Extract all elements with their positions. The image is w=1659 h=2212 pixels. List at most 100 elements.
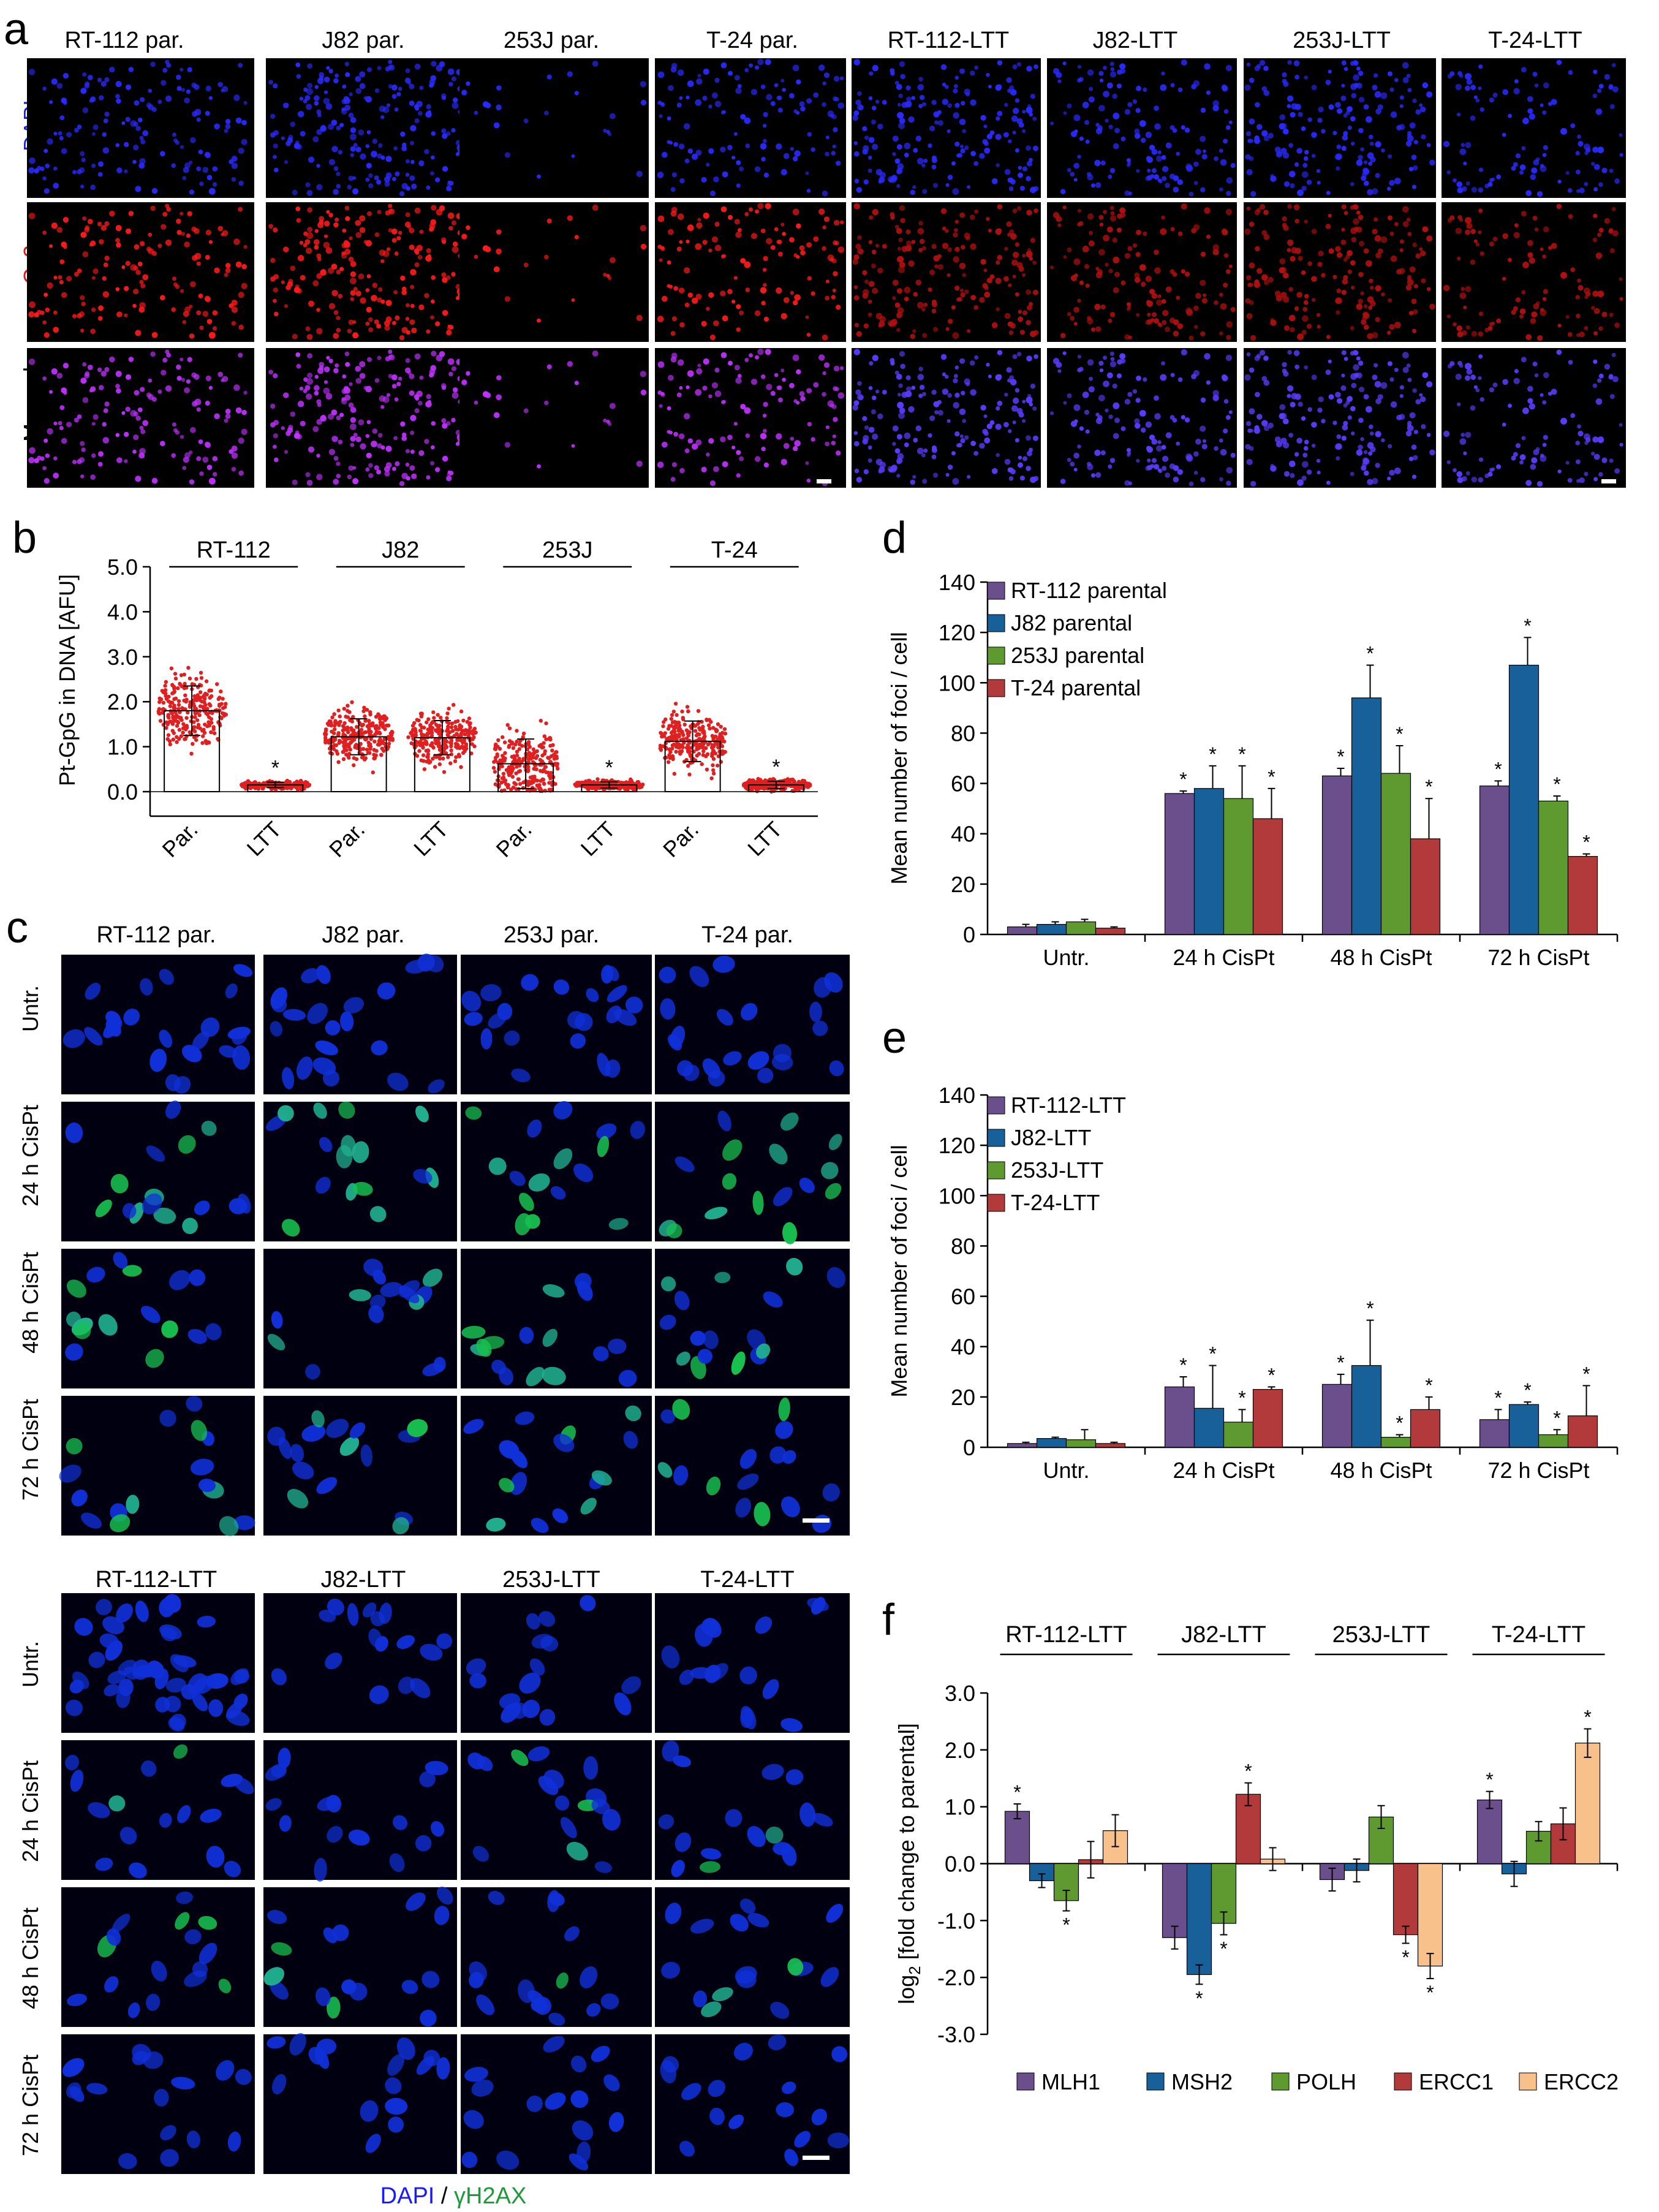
cell-nucleus: [58, 131, 62, 136]
cell-nucleus: [343, 240, 349, 246]
y-tick-label: 1.0: [107, 735, 138, 760]
cell-nucleus: [82, 216, 87, 221]
cell-nucleus: [125, 406, 130, 412]
cell-nucleus: [749, 353, 753, 358]
data-point: [454, 755, 458, 759]
cell-nucleus: [448, 181, 454, 186]
cell-nucleus: [831, 295, 836, 300]
cell-nucleus: [1011, 405, 1018, 412]
cell-nucleus: [376, 324, 382, 329]
cell-nucleus: [1368, 161, 1373, 166]
panel-a-tile: [852, 202, 1041, 342]
cell-nucleus: [1109, 312, 1116, 317]
cell-nucleus: [37, 165, 42, 171]
cell-nucleus: [1060, 479, 1066, 484]
cell-nucleus: [1226, 480, 1231, 486]
data-point: [501, 735, 505, 740]
cell-nucleus: [1478, 354, 1483, 359]
cell-nucleus: [1317, 325, 1321, 329]
cell-nucleus: [1245, 444, 1251, 450]
cell-nucleus: [372, 138, 378, 144]
cell-nucleus: [1614, 468, 1620, 474]
cell-nucleus: [1577, 134, 1581, 139]
cell-nucleus: [854, 468, 860, 474]
cell-nucleus: [736, 304, 741, 309]
cell-nucleus: [331, 263, 338, 270]
cell-nucleus: [431, 445, 435, 450]
cell-nucleus: [777, 397, 783, 403]
cell-nucleus: [303, 99, 308, 104]
cell-nucleus: [115, 143, 120, 148]
cell-nucleus: [592, 350, 599, 357]
cell-nucleus: [206, 175, 213, 181]
cell-nucleus: [871, 263, 876, 269]
cell-nucleus: [1015, 148, 1019, 153]
cell-nucleus: [1027, 104, 1032, 108]
cell-nucleus: [856, 331, 863, 337]
data-point: [203, 703, 208, 707]
panel-a-tile: [1047, 348, 1237, 488]
cell-nucleus: [953, 228, 958, 232]
data-point: [219, 689, 223, 694]
panel-a-tile: [1442, 348, 1626, 488]
cell-nucleus: [1103, 381, 1109, 387]
data-point: [429, 727, 434, 731]
cell-nucleus: [1465, 286, 1472, 292]
cell-nucleus: [766, 238, 773, 244]
cell-nucleus: [697, 218, 701, 222]
cell-nucleus: [800, 106, 806, 112]
cell-nucleus: [1345, 110, 1350, 115]
data-point: [530, 752, 534, 757]
cell-nucleus: [196, 166, 202, 172]
cell-nucleus: [184, 306, 191, 313]
cell-nucleus: [441, 128, 447, 134]
cell-nucleus: [1575, 441, 1580, 445]
data-point: [461, 718, 466, 723]
cell-nucleus: [202, 167, 209, 173]
cell-nucleus: [917, 374, 924, 381]
cell-nucleus: [1223, 399, 1229, 404]
data-point: [161, 700, 166, 705]
cell-nucleus: [897, 393, 901, 396]
cell-nucleus: [917, 84, 924, 91]
cell-nucleus: [429, 79, 436, 85]
cell-nucleus: [1147, 312, 1151, 317]
cell-nucleus: [148, 378, 153, 383]
cell-nucleus: [1317, 407, 1323, 413]
cell-nucleus: [1290, 327, 1295, 333]
data-point: [507, 744, 511, 749]
cell-nucleus: [733, 132, 738, 136]
cell-nucleus: [388, 203, 393, 208]
cell-nucleus: [1103, 355, 1107, 360]
data-point: [472, 744, 477, 749]
cell-nucleus: [904, 297, 909, 301]
cell-nucleus: [222, 230, 229, 237]
cell-nucleus: [417, 255, 423, 260]
cell-nucleus: [916, 301, 924, 309]
cell-nucleus: [1275, 441, 1282, 448]
cell-nucleus: [43, 188, 50, 194]
cell-nucleus: [325, 247, 333, 254]
cell-nucleus: [1161, 361, 1165, 366]
cell-nucleus: [140, 139, 146, 145]
cell-nucleus: [410, 140, 415, 145]
cell-nucleus: [81, 301, 86, 306]
cell-nucleus: [1592, 290, 1599, 297]
cell-nucleus: [350, 442, 355, 447]
cell-nucleus: [1226, 467, 1233, 474]
cell-nucleus: [341, 107, 346, 112]
data-point: [496, 738, 501, 743]
cell-nucleus: [104, 112, 110, 117]
data-point: [209, 717, 214, 721]
cell-nucleus: [1181, 415, 1185, 420]
cell-nucleus: [1542, 400, 1547, 405]
data-point: [338, 719, 342, 724]
cell-nucleus: [448, 471, 454, 475]
cell-nucleus: [1274, 146, 1281, 153]
cell-nucleus: [238, 292, 244, 298]
cell-nucleus: [53, 327, 59, 333]
data-point: [426, 717, 431, 721]
panel-a-tile: [1244, 58, 1436, 198]
cell-nucleus: [285, 141, 291, 146]
cell-nucleus: [142, 130, 149, 137]
